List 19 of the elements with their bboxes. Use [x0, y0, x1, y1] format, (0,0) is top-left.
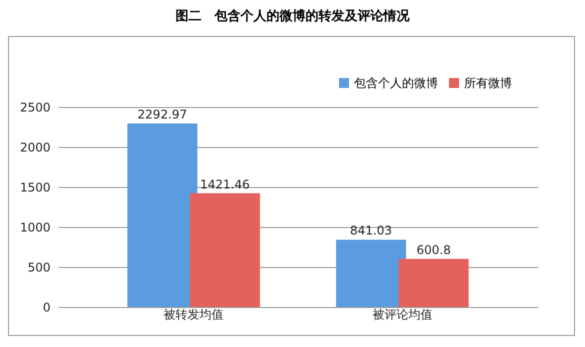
data-label: 600.8	[416, 242, 451, 257]
y-tick-label: 2000	[20, 140, 50, 154]
chart-title: 图二 包含个人的微博的转发及评论情况	[174, 8, 410, 26]
x-tick-label: 被评论均值	[372, 308, 432, 322]
y-tick-label: 1000	[20, 220, 50, 234]
bar	[127, 124, 198, 307]
legend-label: 包含个人的微博	[354, 76, 438, 90]
y-tick-label: 0	[42, 300, 50, 314]
data-label: 1421.46	[200, 177, 250, 192]
bar	[336, 240, 406, 307]
bar	[190, 193, 260, 307]
bar	[398, 258, 469, 307]
y-tick-label: 2500	[20, 100, 50, 114]
data-label: 2292.97	[138, 108, 188, 122]
legend-label: 所有微博	[464, 76, 512, 90]
x-tick-label: 被转发均值	[164, 308, 224, 322]
data-label: 841.03	[350, 224, 392, 238]
y-tick-label: 500	[28, 260, 50, 274]
y-tick-label: 1500	[20, 180, 50, 194]
